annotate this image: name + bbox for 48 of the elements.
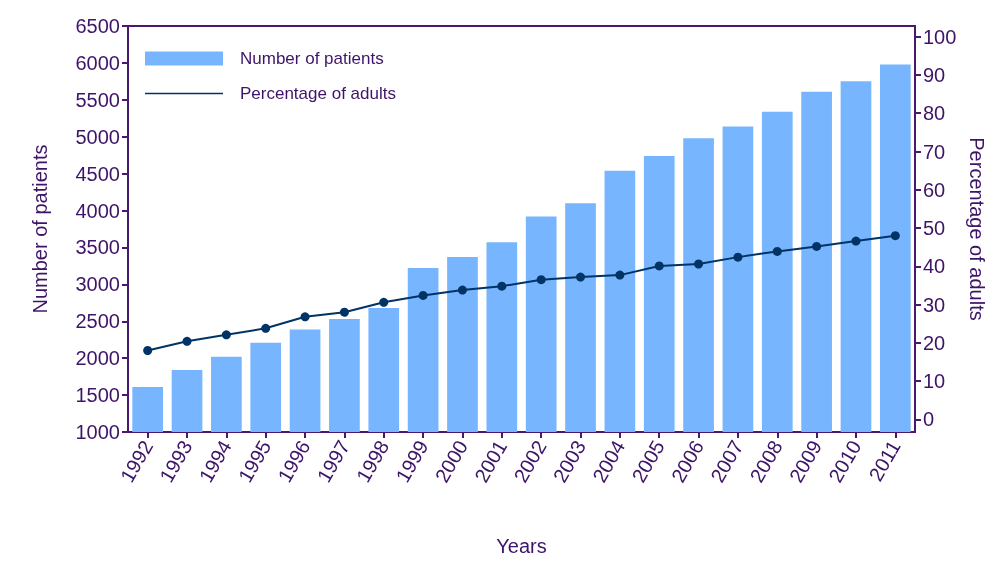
y2-tick-label: 70: [923, 140, 946, 163]
point: [890, 231, 900, 241]
point: [812, 241, 822, 251]
point: [143, 346, 153, 355]
point: [536, 275, 546, 285]
y-tick-label: 4000: [75, 199, 120, 222]
point: [418, 290, 428, 300]
y-tick-label: 5000: [75, 125, 120, 148]
point: [733, 252, 743, 262]
y2-tick-label: 40: [923, 255, 946, 278]
y2-tick-label: 10: [923, 370, 946, 393]
point: [851, 236, 861, 246]
point: [694, 259, 704, 269]
point: [457, 285, 467, 295]
y-axis-title: Number of patients: [29, 144, 51, 314]
point: [576, 272, 586, 282]
point: [654, 261, 664, 271]
y2-tick-label: 90: [923, 63, 946, 86]
point: [497, 281, 507, 291]
y2-tick-label: 80: [923, 102, 946, 125]
x-axis-title: Years: [496, 535, 547, 557]
y2-tick-label: 100: [923, 25, 957, 48]
legend-label: Percentage of adults: [240, 84, 396, 103]
y2-tick-label: 20: [923, 331, 946, 354]
point: [300, 312, 310, 322]
point: [339, 307, 349, 317]
legend-label: Number of patients: [240, 49, 384, 68]
point: [182, 336, 192, 346]
y-tick-label: 6500: [75, 15, 120, 37]
y-tick-label: 6000: [75, 51, 120, 74]
y-tick-label: 4500: [75, 162, 120, 185]
y2-axis-title: Percentage of adults: [966, 137, 989, 321]
point: [261, 323, 271, 333]
y-tick-label: 1500: [75, 384, 120, 407]
y-tick-label: 2500: [75, 310, 120, 333]
point: [379, 297, 389, 307]
y-tick-label: 2000: [75, 347, 120, 370]
y-tick-label: 1000: [75, 421, 120, 443]
y2-tick-label: 30: [923, 293, 946, 316]
point: [221, 330, 231, 340]
y2-tick-label: 50: [923, 217, 946, 240]
point: [772, 246, 782, 256]
y-tick-label: 3500: [75, 236, 120, 259]
point: [615, 270, 625, 280]
y-tick-label: 3000: [75, 273, 120, 296]
y2-tick-label: 60: [923, 178, 946, 201]
y2-tick-label: 0: [923, 408, 935, 431]
y-tick-label: 5500: [75, 88, 120, 111]
